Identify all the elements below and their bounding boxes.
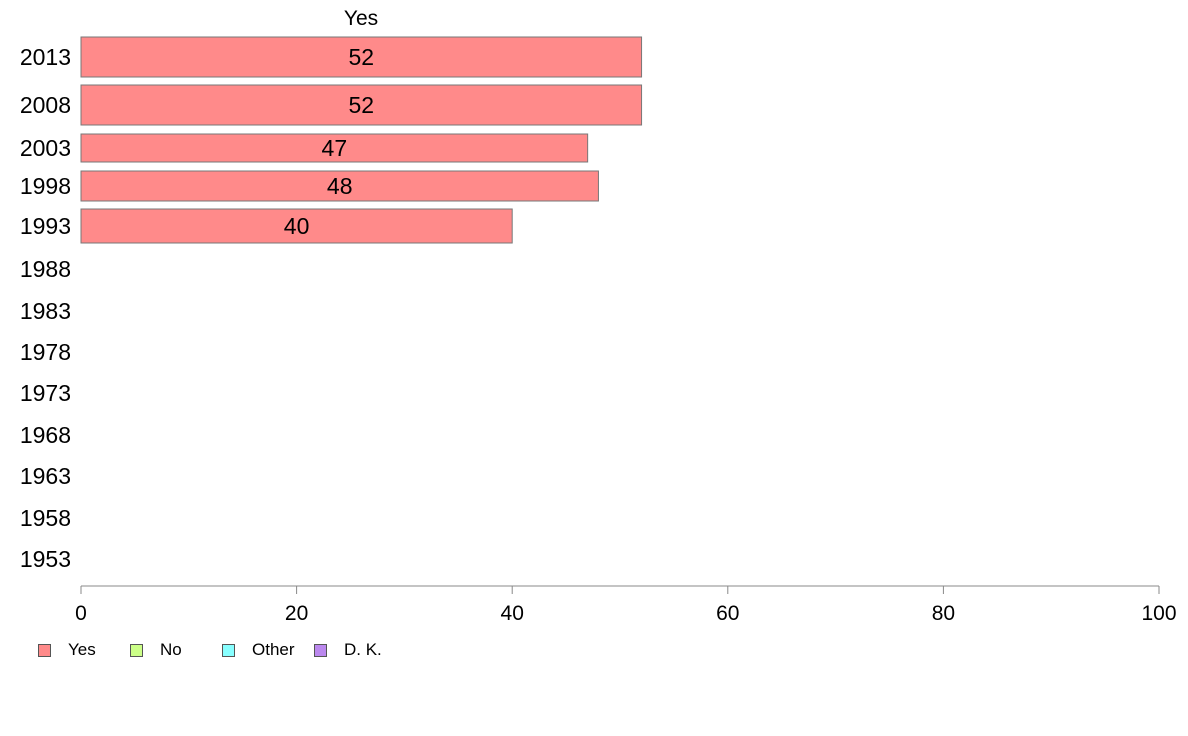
bar-2013 [80, 36, 643, 78]
data-label-1998: 48 [327, 173, 353, 199]
legend-label-yes: Yes [68, 640, 96, 659]
y-category-label-1988: 1988 [20, 256, 71, 282]
y-category-label-2008: 2008 [20, 92, 71, 118]
y-category-label-1983: 1983 [20, 298, 71, 324]
legend-label-other: Other [252, 640, 295, 659]
x-tick-label-0: 0 [75, 602, 87, 625]
x-tick-label-80: 80 [932, 602, 955, 625]
data-label-2003: 47 [322, 135, 348, 161]
legend-swatch-yes [38, 643, 51, 657]
y-category-label-1978: 1978 [20, 339, 71, 365]
x-tick-label-20: 20 [285, 602, 308, 625]
x-tick-label-100: 100 [1141, 602, 1176, 625]
y-axis-labels: 2013 2008 2003 1998 1993 1988 1983 1978 1973 1968… [20, 44, 71, 572]
data-label-2013: 52 [348, 44, 374, 70]
bar-1993 [80, 208, 513, 244]
legend-swatch-other [222, 643, 235, 657]
legend-label-no: No [160, 640, 182, 659]
y-category-label-1968: 1968 [20, 422, 71, 448]
legend-item-dk: D. K. [314, 640, 406, 660]
data-label-2008: 52 [348, 92, 374, 118]
legend-item-no: No [130, 640, 222, 660]
y-category-label-1953: 1953 [20, 546, 71, 572]
y-category-label-1998: 1998 [20, 173, 71, 199]
y-category-label-1963: 1963 [20, 463, 71, 489]
y-category-label-1958: 1958 [20, 505, 71, 531]
bar-2003 [80, 133, 589, 163]
x-axis: 0 20 40 60 80 100 [75, 585, 1177, 625]
bar-2008 [80, 84, 643, 126]
bar-1998 [80, 170, 599, 202]
legend-swatch-no [130, 643, 143, 657]
legend-label-dk: D. K. [344, 640, 382, 659]
data-label-1993: 40 [284, 213, 310, 239]
chart-title: Yes [344, 7, 378, 30]
y-category-label-1993: 1993 [20, 213, 71, 239]
x-tick-label-40: 40 [501, 602, 524, 625]
bars-layer [80, 36, 643, 244]
y-category-label-2003: 2003 [20, 135, 71, 161]
legend-item-other: Other [222, 640, 314, 660]
legend-item-yes: Yes [38, 640, 130, 660]
x-tick-label-60: 60 [716, 602, 739, 625]
legend-swatch-dk [314, 643, 327, 657]
y-category-label-1973: 1973 [20, 380, 71, 406]
legend: Yes No Other D. K. [38, 640, 406, 660]
y-category-label-2013: 2013 [20, 44, 71, 70]
